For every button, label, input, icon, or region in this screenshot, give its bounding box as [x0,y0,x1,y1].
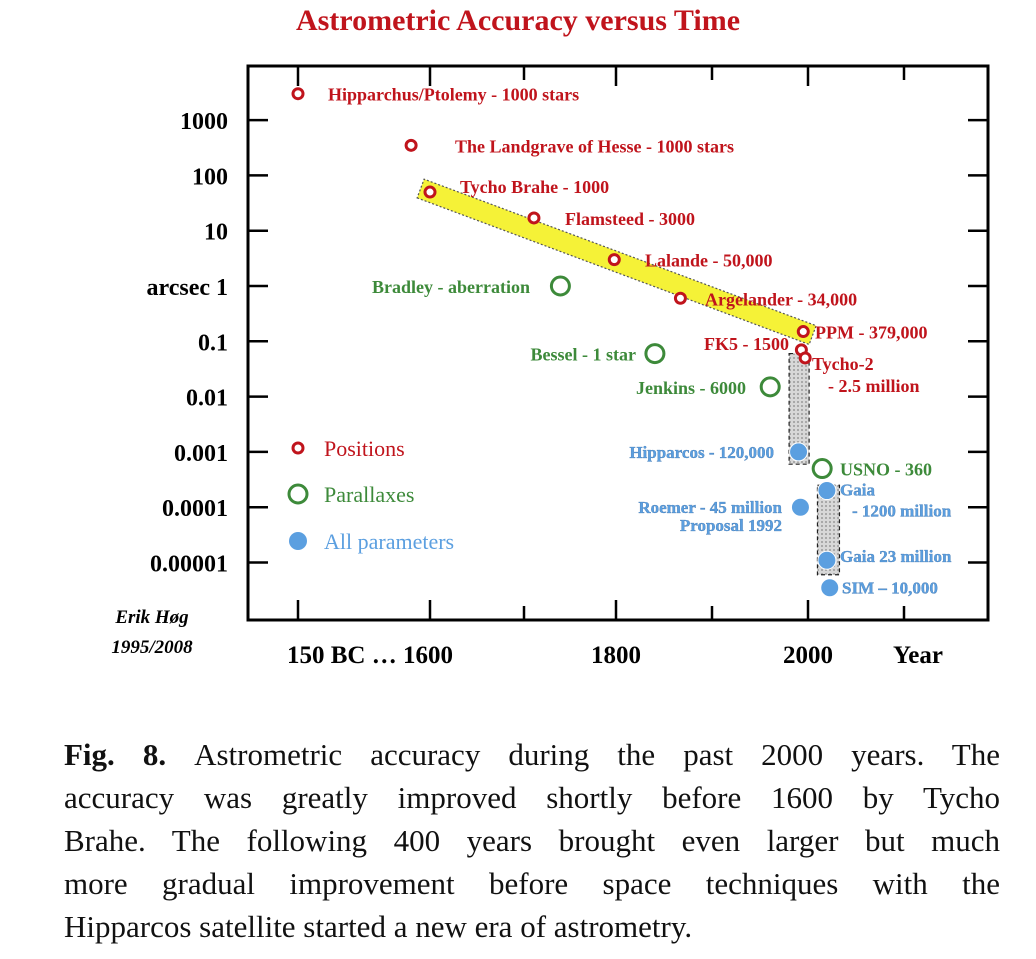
position-point [798,351,812,365]
position-point-label: Lalande - 50,000 [645,251,773,271]
axis-ticks [248,66,988,620]
y-tick-label: 0.00001 [150,552,228,578]
plot-frame [246,64,990,622]
position-point-label: Hipparchus/Ptolemy - 1000 stars [328,85,579,105]
y-tick-label: arcsec 1 [146,275,228,301]
position-point [527,211,541,225]
author-name: Erik Høg [114,607,188,628]
x-tick-label: 150 BC … 1600 [287,642,453,669]
y-tick-label: 0.001 [174,441,228,467]
all-parameters-point-label: - 1200 million [852,502,952,521]
position-point [673,291,687,305]
legend-all-parameters-label: All parameters [324,529,454,554]
all-parameters-point [817,481,837,501]
all-parameters-point-label: Gaia [840,481,875,500]
all-parameters-point [817,550,837,570]
y-tick-label: 100 [192,164,228,190]
chart: 1000 100 10 arcsec 1 0.1 0.01 0.001 0.0001 0.000… [111,64,990,669]
caption-line: Hipparcos satellite started a new era of… [64,909,693,944]
position-point [423,185,437,199]
author-credit: Erik Høg 1995/2008 [111,607,193,658]
caption-line: more gradual improvement before space te… [64,866,1000,901]
plot-border [246,64,990,622]
y-tick-label: 1000 [180,109,228,135]
position-point-label: FK5 - 1500 [704,334,789,354]
all-parameters-point-label: SIM – 10,000 [842,579,938,598]
author-years: 1995/2008 [111,637,193,658]
x-axis-tick-labels: 150 BC … 1600 1800 2000 Year [287,642,943,669]
parallax-point [644,343,666,365]
y-tick-label: 0.01 [186,386,228,412]
position-point-label: Argelander - 34,000 [705,289,857,309]
figure-caption: Fig. 8. Astrometric accuracy during the … [64,733,1000,948]
y-tick-label: 10 [204,220,228,246]
all-parameters-point [820,578,840,598]
all-parameters-point-label: Proposal 1992 [680,516,782,535]
data-points: Hipparchus/Ptolemy - 1000 stars The Landg… [291,85,952,598]
parallax-point [549,275,571,297]
chart-title: Astrometric Accuracy versus Time [295,4,741,37]
legend-all-parameters-marker [289,532,307,550]
y-tick-label: 0.1 [198,330,228,356]
parallax-point [759,376,781,398]
x-tick-label: 2000 [783,642,833,669]
position-point-label: - 2.5 million [828,376,920,396]
y-tick-label: 0.0001 [162,496,228,522]
y-axis-tick-labels: 1000 100 10 arcsec 1 0.1 0.01 0.001 0.0001 0.000… [146,109,228,577]
parallax-point [811,458,833,480]
position-point-label: Tycho-2 [812,354,874,374]
all-parameters-point-label: Gaia 23 million [840,547,952,566]
x-tick-label: 1800 [591,642,641,669]
all-parameters-point-label: Hipparcos - 120,000 [629,443,774,462]
position-point [796,325,810,339]
position-point-label: Tycho Brahe - 1000 [460,177,609,197]
caption-line: Fig. 8. Astrometric accuracy during the … [64,737,1000,772]
caption-line: Brahe. The following 400 years brought e… [64,823,1000,858]
legend-parallaxes-marker [287,483,309,505]
position-point [291,87,305,101]
parallax-point-label: Bessel - 1 star [531,345,636,365]
all-parameters-point-label: Roemer - 45 million [638,498,782,517]
position-point [404,138,418,152]
parallax-point-label: Bradley - aberration [372,277,530,297]
parallax-point-label: USNO - 360 [840,460,932,480]
legend: Positions Parallaxes All parameters [287,436,454,554]
legend-positions-label: Positions [324,436,405,461]
caption-figure-label: Fig. 8. [64,737,195,772]
x-tick-label: Year [893,642,943,669]
legend-parallaxes-label: Parallaxes [324,482,414,507]
position-point-label: PPM - 379,000 [815,323,927,343]
position-point-label: The Landgrave of Hesse - 1000 stars [455,136,734,156]
position-point-label: Flamsteed - 3000 [565,209,695,229]
all-parameters-point [789,442,809,462]
caption-line: accuracy was greatly improved shortly be… [64,780,1000,815]
legend-positions-marker [291,441,305,455]
parallax-point-label: Jenkins - 6000 [636,378,746,398]
all-parameters-point [790,497,810,517]
position-point [607,253,621,267]
